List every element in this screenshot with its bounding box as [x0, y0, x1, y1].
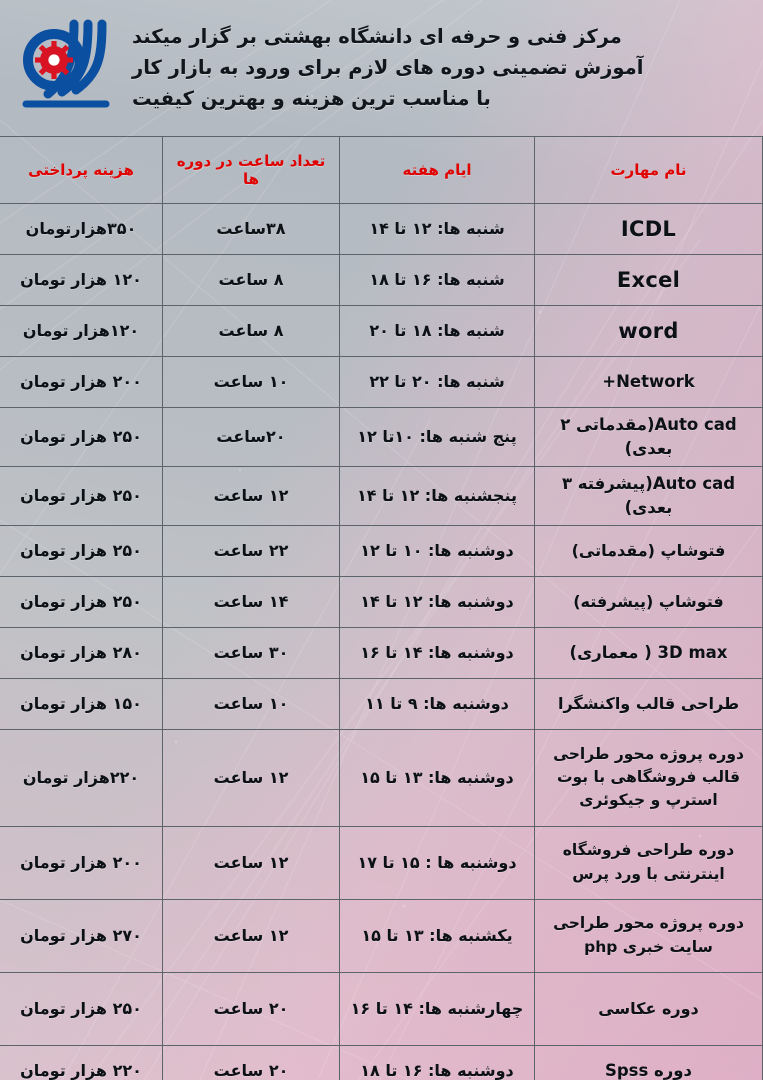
cell-days: شنبه ها: ۲۰ تا ۲۲: [339, 356, 535, 408]
cell-days: یکشنبه ها: ۱۳ تا ۱۵: [339, 898, 535, 973]
cell-hours: ۲۰ ساعت: [162, 1044, 340, 1080]
column-header-hours: تعداد ساعت در دوره ها: [162, 136, 340, 204]
header-line-3: با مناسب ترین هزینه و بهترین کیفیت: [132, 87, 491, 111]
course-schedule-table-wrap: نام مهارت ایام هفته تعداد ساعت در دوره ه…: [0, 136, 763, 1080]
cell-skill: Excel: [534, 254, 763, 306]
table-row: Auto cad(پیشرفته ۳ بعدی) پنجشنبه ها: ۱۲ …: [0, 465, 763, 526]
cell-days: چهارشنبه ها: ۱۴ تا ۱۶: [339, 971, 535, 1046]
cell-days: دوشنبه ها: ۱۶ تا ۱۸: [339, 1044, 535, 1080]
cell-hours: ۲۰ ساعت: [162, 971, 340, 1046]
cell-hours: ۱۰ ساعت: [162, 677, 340, 730]
header-line-1: مرکز فنی و حرفه ای دانشگاه بهشتی بر گزار…: [132, 24, 622, 48]
table-header-row: نام مهارت ایام هفته تعداد ساعت در دوره ه…: [0, 136, 763, 204]
cell-days: دوشنبه ها: ۱۳ تا ۱۵: [339, 728, 535, 827]
table-row: دوره طراحی فروشگاه اینترنتی با ورد پرس د…: [0, 825, 763, 900]
table-row: ICDL شنبه ها: ۱۲ تا ۱۴ ۳۸ساعت ۳۵۰هزارتوم…: [0, 203, 763, 255]
cell-cost: ۲۲۰ هزار تومان: [0, 1044, 163, 1080]
cell-days: دوشنبه ها : ۱۵ تا ۱۷: [339, 825, 535, 900]
cell-skill: Network+: [534, 356, 763, 408]
table-row: طراحی قالب واکنشگرا دوشنبه ها: ۹ تا ۱۱ ۱…: [0, 677, 763, 730]
table-row: دوره پروژه محور طراحی سایت خبری php یکشن…: [0, 898, 763, 973]
cell-days: دوشنبه ها: ۱۲ تا ۱۴: [339, 575, 535, 628]
cell-cost: ۱۲۰ هزار تومان: [0, 254, 163, 306]
cell-cost: ۱۵۰ هزار تومان: [0, 677, 163, 730]
cell-skill: دوره Spss: [534, 1044, 763, 1080]
cell-hours: ۸ ساعت: [162, 305, 340, 357]
cell-skill: دوره پروژه محور طراحی قالب فروشگاهی با ب…: [534, 728, 763, 827]
cell-skill: word: [534, 305, 763, 357]
tvto-organization-logo-icon: [10, 12, 132, 124]
cell-cost: ۳۵۰هزارتومان: [0, 203, 163, 255]
cell-cost: ۲۵۰ هزار تومان: [0, 575, 163, 628]
cell-skill: Auto cad(پیشرفته ۳ بعدی): [534, 465, 763, 526]
cell-skill: فتوشاپ (پیشرفته): [534, 575, 763, 628]
cell-days: دوشنبه ها: ۹ تا ۱۱: [339, 677, 535, 730]
table-row: word شنبه ها: ۱۸ تا ۲۰ ۸ ساعت ۱۲۰هزار تو…: [0, 305, 763, 357]
column-header-days: ایام هفته: [339, 136, 535, 204]
cell-hours: ۲۲ ساعت: [162, 524, 340, 577]
cell-days: شنبه ها: ۱۶ تا ۱۸: [339, 254, 535, 306]
cell-hours: ۳۸ساعت: [162, 203, 340, 255]
cell-cost: ۲۷۰ هزار تومان: [0, 898, 163, 973]
table-row: دوره عکاسی چهارشنبه ها: ۱۴ تا ۱۶ ۲۰ ساعت…: [0, 971, 763, 1046]
table-row: Auto cad(مقدماتی ۲ بعدی) پنج شنبه ها: ۱۰…: [0, 407, 763, 467]
course-schedule-table: نام مهارت ایام هفته تعداد ساعت در دوره ه…: [0, 136, 763, 1080]
cell-hours: ۱۲ ساعت: [162, 898, 340, 973]
cell-cost: ۲۰۰ هزار تومان: [0, 825, 163, 900]
column-header-skill: نام مهارت: [534, 136, 763, 204]
cell-days: شنبه ها: ۱۲ تا ۱۴: [339, 203, 535, 255]
cell-days: شنبه ها: ۱۸ تا ۲۰: [339, 305, 535, 357]
column-header-cost: هزینه پرداختی: [0, 136, 163, 204]
cell-cost: ۲۵۰ هزار تومان: [0, 524, 163, 577]
cell-cost: ۲۸۰ هزار تومان: [0, 626, 163, 679]
table-row: Network+ شنبه ها: ۲۰ تا ۲۲ ۱۰ ساعت ۲۰۰ ه…: [0, 356, 763, 408]
cell-days: پنجشنبه ها: ۱۲ تا ۱۴: [339, 465, 535, 526]
table-row: فتوشاپ (مقدماتی) دوشنبه ها: ۱۰ تا ۱۲ ۲۲ …: [0, 524, 763, 577]
cell-hours: ۱۲ ساعت: [162, 825, 340, 900]
cell-days: دوشنبه ها: ۱۴ تا ۱۶: [339, 626, 535, 679]
cell-cost: ۲۰۰ هزار تومان: [0, 356, 163, 408]
cell-skill: ICDL: [534, 203, 763, 255]
cell-cost: ۲۲۰هزار تومان: [0, 728, 163, 827]
cell-hours: ۲۰ساعت: [162, 407, 340, 467]
cell-days: پنج شنبه ها: ۱۰تا ۱۲: [339, 407, 535, 467]
cell-skill: دوره پروژه محور طراحی سایت خبری php: [534, 898, 763, 973]
cell-skill: طراحی قالب واکنشگرا: [534, 677, 763, 730]
cell-hours: ۳۰ ساعت: [162, 626, 340, 679]
cell-skill: Auto cad(مقدماتی ۲ بعدی): [534, 407, 763, 467]
cell-hours: ۱۲ ساعت: [162, 465, 340, 526]
table-row: دوره پروژه محور طراحی قالب فروشگاهی با ب…: [0, 728, 763, 827]
cell-hours: ۱۲ ساعت: [162, 728, 340, 827]
cell-hours: ۱۴ ساعت: [162, 575, 340, 628]
table-row: Excel شنبه ها: ۱۶ تا ۱۸ ۸ ساعت ۱۲۰ هزار …: [0, 254, 763, 306]
cell-cost: ۲۵۰ هزار تومان: [0, 971, 163, 1046]
cell-hours: ۸ ساعت: [162, 254, 340, 306]
poster-header: مرکز فنی و حرفه ای دانشگاه بهشتی بر گزار…: [0, 0, 763, 136]
table-row: دوره Spss دوشنبه ها: ۱۶ تا ۱۸ ۲۰ ساعت ۲۲…: [0, 1044, 763, 1080]
cell-days: دوشنبه ها: ۱۰ تا ۱۲: [339, 524, 535, 577]
cell-hours: ۱۰ ساعت: [162, 356, 340, 408]
header-text-block: مرکز فنی و حرفه ای دانشگاه بهشتی بر گزار…: [132, 23, 745, 114]
table-row: فتوشاپ (پیشرفته) دوشنبه ها: ۱۲ تا ۱۴ ۱۴ …: [0, 575, 763, 628]
cell-skill: 3D max ( معماری): [534, 626, 763, 679]
cell-cost: ۲۵۰ هزار تومان: [0, 407, 163, 467]
table-row: 3D max ( معماری) دوشنبه ها: ۱۴ تا ۱۶ ۳۰ …: [0, 626, 763, 679]
cell-cost: ۱۲۰هزار تومان: [0, 305, 163, 357]
cell-cost: ۲۵۰ هزار تومان: [0, 465, 163, 526]
header-line-2: آموزش تضمینی دوره های لازم برای ورود به …: [132, 55, 644, 79]
cell-skill: دوره طراحی فروشگاه اینترنتی با ورد پرس: [534, 825, 763, 900]
cell-skill: فتوشاپ (مقدماتی): [534, 524, 763, 577]
cell-skill: دوره عکاسی: [534, 971, 763, 1046]
